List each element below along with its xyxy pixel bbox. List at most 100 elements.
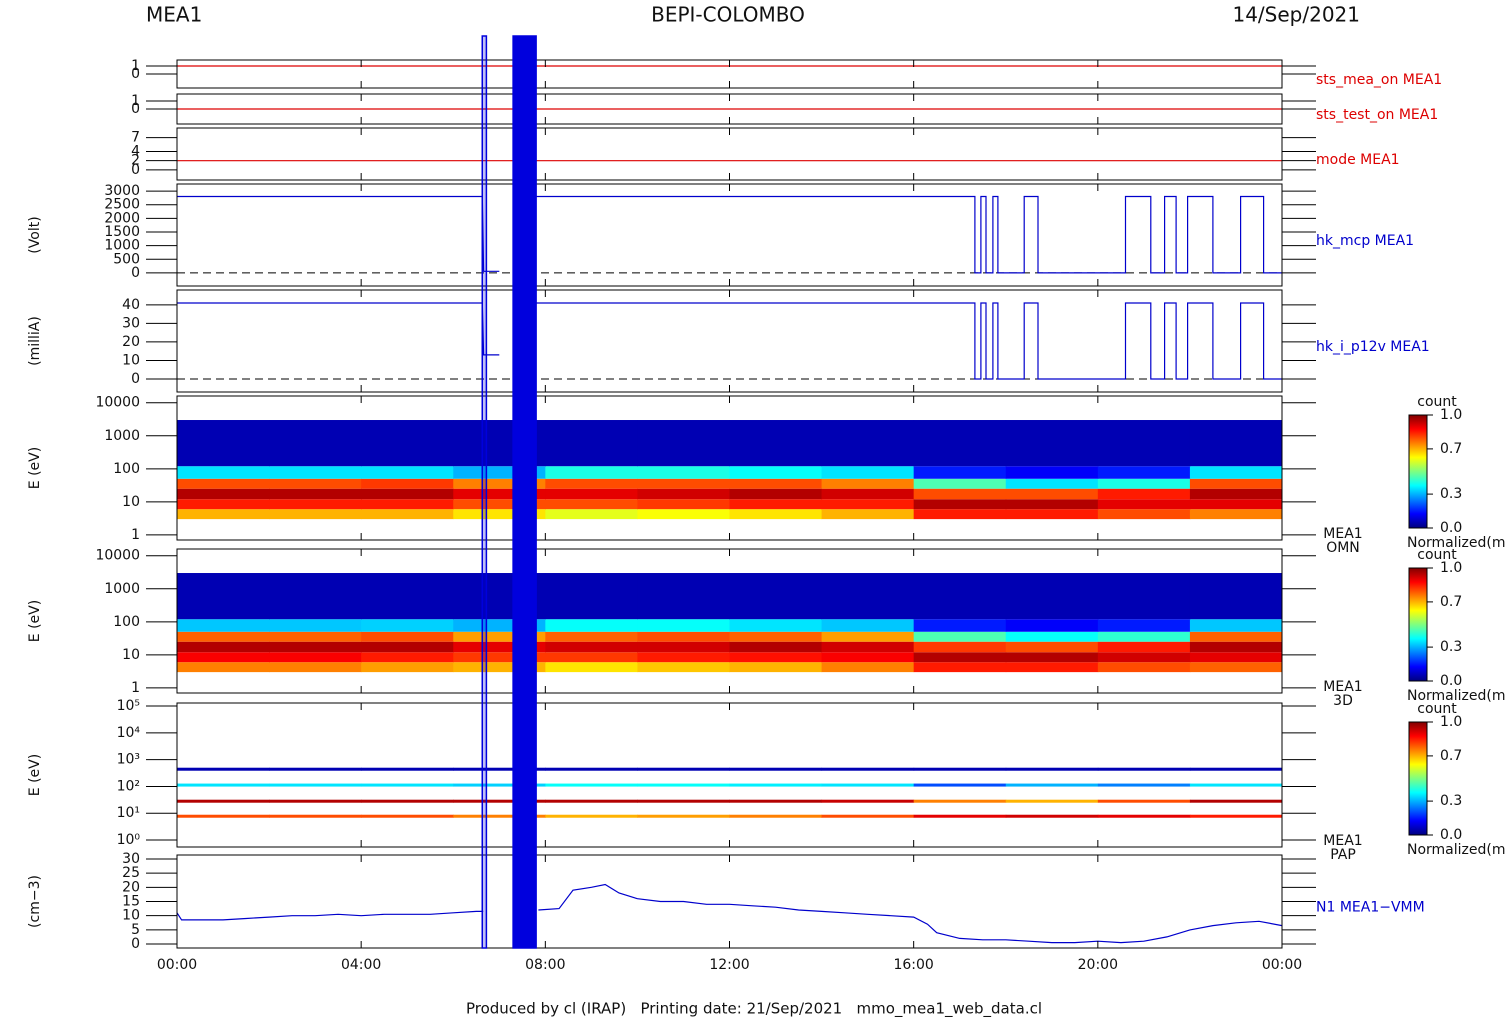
y-tick-label: 40	[122, 297, 140, 313]
colorbar-tick-label: 0.7	[1440, 594, 1462, 610]
heat-cell	[913, 631, 1007, 642]
heat-cell	[821, 478, 915, 489]
y-tick-label: 10⁴	[117, 725, 141, 741]
heat-cell	[1005, 466, 1099, 479]
x-tick-label: 16:00	[893, 957, 933, 973]
y-tick-label: 10²	[117, 778, 140, 794]
heat-cell	[637, 619, 730, 632]
colorbar-title: count	[1417, 547, 1457, 563]
colorbar	[1408, 721, 1428, 836]
heat-cell	[453, 662, 546, 673]
y-tick-label: 4	[131, 143, 140, 159]
colorbar-tick-label: 1.0	[1440, 714, 1462, 730]
legend-label: mode MEA1	[1316, 152, 1400, 168]
heat-cell	[913, 509, 1007, 520]
legend-label: sts_test_on MEA1	[1316, 107, 1438, 123]
y-tick-label: 15	[122, 894, 140, 910]
y-axis-label: E (eV)	[27, 600, 43, 642]
heat-cell	[913, 783, 1007, 787]
panel-label: PAP	[1330, 847, 1356, 863]
heat-cell	[1005, 814, 1099, 818]
heat-cell	[729, 641, 823, 653]
heat-cell	[361, 619, 454, 632]
heat-cell	[269, 619, 362, 632]
heat-cell	[545, 478, 638, 489]
y-tick-label: 0	[131, 371, 140, 387]
header-left: MEA1	[146, 3, 202, 27]
heat-cell	[1097, 652, 1191, 663]
heat-cell	[913, 488, 1007, 500]
colorbar	[1408, 414, 1428, 529]
heat-cell	[453, 652, 546, 663]
y-tick-label: 10⁰	[117, 832, 141, 848]
heat-cell	[545, 783, 638, 787]
heat-cell	[1005, 799, 1099, 803]
heat-cell	[637, 420, 730, 467]
heat-cell	[361, 783, 454, 787]
y-tick-label: 10000	[95, 548, 140, 564]
heat-cell	[1189, 783, 1283, 787]
panel-frame	[176, 183, 1283, 287]
heat-cell	[1097, 499, 1191, 510]
heat-cell	[269, 652, 362, 663]
heat-cell	[637, 767, 730, 771]
heat-cell	[913, 478, 1007, 489]
legend-label: hk_mcp MEA1	[1316, 233, 1414, 249]
heat-cell	[637, 631, 730, 642]
heat-cell	[269, 573, 362, 620]
heat-cell	[913, 420, 1007, 467]
heat-cell	[1005, 499, 1099, 510]
heat-cell	[1097, 814, 1191, 818]
colorbar-label: Normalized(m	[1407, 688, 1506, 704]
heat-cell	[729, 478, 823, 489]
y-tick-label: 0	[131, 101, 140, 117]
heat-cell	[821, 783, 915, 787]
heat-cell	[361, 631, 454, 642]
heat-cell	[545, 814, 638, 818]
heat-cell	[177, 466, 270, 479]
heat-cell	[1005, 767, 1099, 771]
heat-cell	[177, 573, 270, 620]
series-line	[177, 302, 1282, 380]
heat-cell	[1005, 631, 1099, 642]
y-tick-label: 3000	[104, 183, 140, 199]
y-tick-label: 1000	[104, 428, 140, 444]
heat-cell	[637, 499, 730, 510]
series-line	[177, 195, 1282, 274]
heat-cell	[453, 799, 546, 803]
heat-cell	[177, 499, 270, 510]
heat-cell	[545, 509, 638, 520]
heat-cell	[545, 499, 638, 510]
heat-cell	[1097, 799, 1191, 803]
heat-cell	[1097, 478, 1191, 489]
y-tick-label: 1	[131, 527, 140, 543]
heat-cell	[1005, 573, 1099, 620]
heat-cell	[1005, 619, 1099, 632]
heat-cell	[913, 619, 1007, 632]
y-tick-label: 2500	[104, 197, 140, 213]
y-tick-label: 10⁵	[117, 698, 140, 714]
heat-cell	[729, 499, 823, 510]
heat-cell	[453, 509, 546, 520]
heat-cell	[1097, 573, 1191, 620]
panel-frame	[176, 702, 1283, 848]
heat-cell	[821, 573, 915, 620]
heat-cell	[1005, 488, 1099, 500]
heat-cell	[269, 799, 362, 803]
heat-cell	[1189, 478, 1283, 489]
heat-cell	[637, 573, 730, 620]
heat-cell	[177, 619, 270, 632]
heat-cell	[729, 814, 823, 818]
y-tick-label: 10000	[95, 395, 140, 411]
heat-cell	[361, 509, 454, 520]
colorbar-tick-label: 1.0	[1440, 407, 1462, 423]
heat-cell	[729, 799, 823, 803]
heat-cell	[1097, 466, 1191, 479]
heat-cell	[821, 799, 915, 803]
colorbar-tick-label: 0.7	[1440, 441, 1462, 457]
heat-cell	[913, 767, 1007, 771]
heat-cell	[177, 641, 270, 653]
heat-cell	[453, 783, 546, 787]
y-tick-label: 10	[122, 494, 140, 510]
